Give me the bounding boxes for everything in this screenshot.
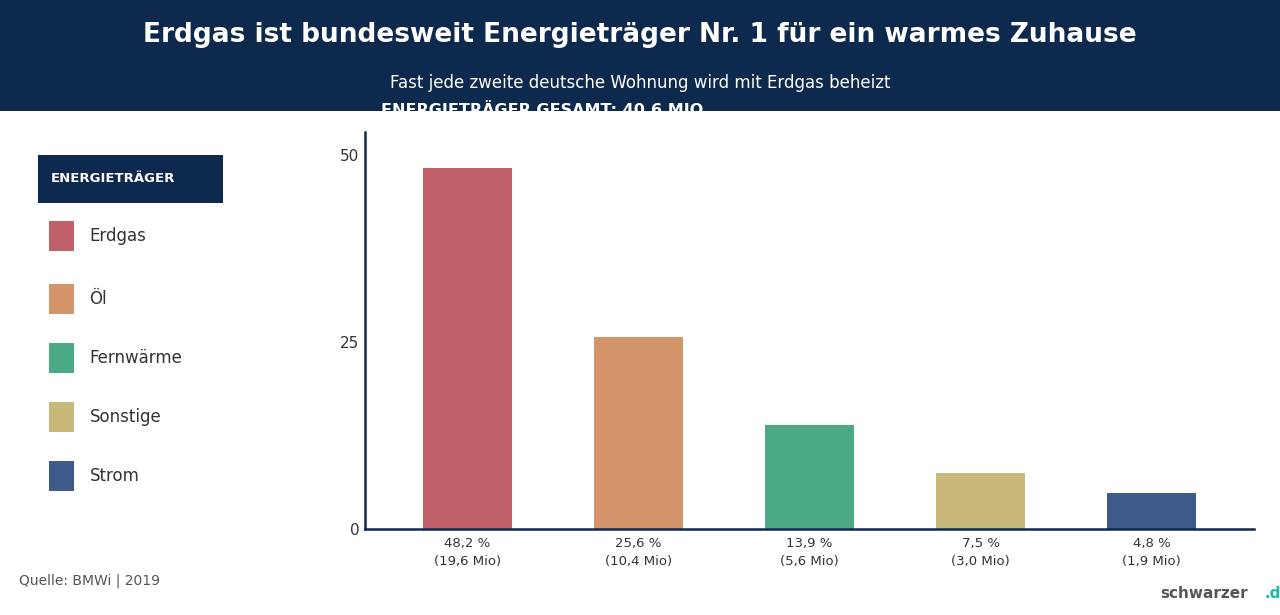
Text: Sonstige: Sonstige bbox=[90, 408, 161, 426]
Text: Erdgas ist bundesweit Energieträger Nr. 1 für ein warmes Zuhause: Erdgas ist bundesweit Energieträger Nr. … bbox=[143, 22, 1137, 49]
Text: Strom: Strom bbox=[90, 467, 140, 485]
Text: Quelle: BMWi | 2019: Quelle: BMWi | 2019 bbox=[19, 574, 160, 589]
Bar bbox=[765, 425, 854, 529]
Text: schwarzer: schwarzer bbox=[1161, 586, 1248, 601]
Bar bbox=[49, 343, 74, 373]
Bar bbox=[49, 284, 74, 314]
Text: Öl: Öl bbox=[90, 290, 108, 308]
Text: ENERGIETRÄGER: ENERGIETRÄGER bbox=[51, 172, 175, 186]
Bar bbox=[49, 221, 74, 251]
Text: Fast jede zweite deutsche Wohnung wird mit Erdgas beheizt: Fast jede zweite deutsche Wohnung wird m… bbox=[389, 74, 891, 92]
Bar bbox=[422, 168, 512, 529]
Text: .de: .de bbox=[1265, 586, 1280, 601]
Text: ENERGIETRÄGER GESAMT: 40,6 MIO.: ENERGIETRÄGER GESAMT: 40,6 MIO. bbox=[381, 101, 709, 117]
Bar bbox=[49, 402, 74, 432]
Text: Fernwärme: Fernwärme bbox=[90, 349, 183, 367]
Text: Erdgas: Erdgas bbox=[90, 227, 146, 245]
Bar bbox=[38, 155, 223, 203]
Bar bbox=[936, 473, 1025, 529]
Bar bbox=[49, 461, 74, 491]
Bar bbox=[594, 337, 684, 529]
Bar bbox=[1107, 493, 1197, 529]
